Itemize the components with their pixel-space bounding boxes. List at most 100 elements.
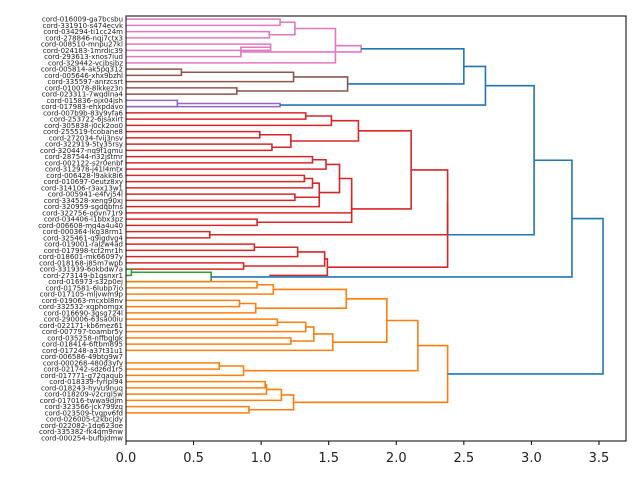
- dendrogram-link: [126, 299, 241, 308]
- leaf-label: cord-015836-ojx04jsh: [46, 97, 123, 105]
- leaf-label: cord-010697-0eutz8xy: [44, 178, 123, 186]
- leaf-label: cord-018209-v2crql5w: [44, 391, 123, 399]
- dendrogram-link: [332, 298, 388, 343]
- dendrogram-link: [236, 76, 349, 92]
- dendrogram-link: [126, 337, 292, 345]
- leaf-label: cord-320447-nq9f1gmu: [40, 147, 123, 155]
- dendrogram-link: [126, 268, 133, 277]
- leaf-label: cord-000254-bufbjdmw: [41, 434, 123, 442]
- dendrogram-link: [243, 251, 326, 267]
- leaf-label: cord-021742-sdz6d1r5: [43, 366, 123, 374]
- leaf-label: cord-035258-nffbglgk: [47, 334, 124, 342]
- leaf-label: cord-253722-6jsaxirt: [50, 116, 123, 124]
- leaf-labels: cord-016009-ga7bcsbucord-331910-s474ecvk…: [38, 16, 124, 443]
- leaf-label: cord-019063-mcxbl8nv: [42, 297, 123, 305]
- x-tick-label: 3.5: [589, 451, 610, 466]
- leaf-label: cord-018243-hyvu9nuq: [41, 384, 123, 392]
- x-tick-label: 2.5: [453, 451, 474, 466]
- dendrogram-link: [280, 65, 487, 106]
- leaf-label: cord-278846-nqj7ctx3: [45, 34, 123, 42]
- leaf-label: cord-023509-tvqpv6fd: [45, 409, 123, 417]
- leaf-label: cord-018168-j85m7wpb: [39, 259, 123, 267]
- leaf-label: cord-016009-ga7bcsbu: [42, 16, 123, 24]
- leaf-label: cord-332532-xqphomgx: [39, 303, 123, 311]
- dendrogram-link: [211, 159, 573, 278]
- dendrogram-link: [126, 68, 183, 77]
- x-axis: 0.0 0.5 1.0 1.5 2.0 2.5 3.0 3.5: [116, 441, 610, 466]
- x-tick-label: 1.5: [318, 451, 339, 466]
- dendrogram-link: [269, 21, 296, 36]
- leaf-label: cord-331910-s474ecvk: [43, 22, 124, 30]
- dendrogram-link: [290, 326, 315, 342]
- dendrogram-link: [248, 394, 295, 411]
- dendrogram-link: [347, 48, 465, 85]
- x-tick-label: 0.0: [116, 451, 137, 466]
- dendrogram-link: [126, 155, 314, 164]
- leaf-label: cord-018339-fyrlpl94: [49, 378, 123, 386]
- leaf-label: cord-007797-toambr5y: [42, 328, 123, 336]
- leaf-label: cord-006608-mq4a4u40: [38, 222, 123, 230]
- leaf-label: cord-287544-n32jstmr: [45, 153, 124, 161]
- dendrogram-link: [126, 174, 306, 183]
- leaf-label: cord-293613-xnos7iud: [44, 53, 123, 61]
- leaf-label: cord-273149-b1qsnxr1: [43, 272, 123, 280]
- leaf-label: cord-335382-fk4qm9nw: [39, 428, 123, 436]
- leaf-label: cord-334528-xeng90xj: [44, 197, 123, 205]
- dendrogram-link: [327, 202, 449, 268]
- dendrogram-link: [126, 193, 296, 202]
- x-tick-label: 2.0: [386, 451, 407, 466]
- x-tick-label: 0.5: [183, 451, 204, 466]
- dendrogram-link: [126, 130, 261, 139]
- dendrogram-link: [126, 318, 279, 327]
- plot-frame: [125, 15, 627, 442]
- dendrogram-link: [447, 217, 604, 375]
- leaf-label: cord-005941-e4fvj54l: [48, 191, 123, 199]
- leaf-label: cord-017983-ehxpdavo: [41, 103, 123, 111]
- leaf-label: cord-005646-xhx9bzhl: [44, 72, 123, 80]
- leaf-label: cord-010078-8lkkez3n: [45, 84, 123, 92]
- dendrogram-link: [293, 344, 449, 404]
- dendrogram-link: [126, 321, 307, 333]
- leaf-label: cord-023311-7wqdlna4: [42, 91, 124, 99]
- leaf-label: cord-026005-t2kbcjdy: [46, 416, 123, 424]
- leaf-label: cord-272034-fvij3nsv: [49, 134, 123, 142]
- leaf-label: cord-016690-3gsg724l: [44, 309, 123, 317]
- dendrogram-link: [126, 99, 179, 108]
- leaf-label: cord-017771-g72qaqub: [40, 372, 123, 380]
- leaf-label: cord-290006-63sa00iu: [44, 316, 123, 324]
- leaf-label: cord-007b9b-83y9yfa6: [43, 109, 123, 117]
- leaf-label: cord-312978-j41l4mtx: [45, 166, 123, 174]
- dendrogram-link: [126, 380, 266, 389]
- leaf-label: cord-331939-6okbdw7a: [40, 266, 123, 274]
- dendrogram-link: [126, 115, 333, 127]
- dendrogram-link: [126, 271, 212, 283]
- dendrogram-link: [126, 280, 258, 289]
- leaf-label: cord-006428-l9akk8i6: [46, 172, 123, 180]
- leaf-label: cord-016973-s32p0ej: [48, 278, 123, 286]
- dendrogram-links: [126, 18, 604, 414]
- leaf-label: cord-325461-q9igdvg4: [43, 234, 123, 242]
- dendrogram-link: [126, 158, 327, 170]
- leaf-label: cord-017998-tcf2mr1h: [44, 247, 123, 255]
- dendrogram-link: [126, 333, 334, 352]
- dendrogram-link: [126, 18, 281, 27]
- leaf-label: cord-019001-ralzw4ad: [44, 241, 123, 249]
- dendrogram-link: [447, 84, 535, 236]
- dendrogram-link: [126, 383, 268, 395]
- leaf-label: cord-322756-opvn71r9: [42, 209, 123, 217]
- leaf-label: cord-022171-kb6mez61: [39, 322, 123, 330]
- dendrogram-link: [126, 27, 337, 64]
- dendrogram-link: [312, 182, 321, 202]
- leaf-label: cord-000364-lkg38rm1: [43, 228, 123, 236]
- dendrogram-link: [351, 130, 412, 210]
- dendrogram-link: [257, 195, 353, 224]
- leaf-label: cord-018601-mk66097y: [39, 253, 123, 261]
- dendrogram-link: [126, 71, 295, 83]
- leaf-label: cord-017581-6lubp7jo: [45, 284, 123, 292]
- dendrogram-link: [126, 262, 245, 270]
- leaf-label: cord-323566-jck799zq: [45, 403, 123, 411]
- leaf-label: cord-024183-1mrdic39: [43, 47, 123, 55]
- x-tick-label: 1.0: [251, 451, 272, 466]
- dendrogram-link: [126, 102, 281, 108]
